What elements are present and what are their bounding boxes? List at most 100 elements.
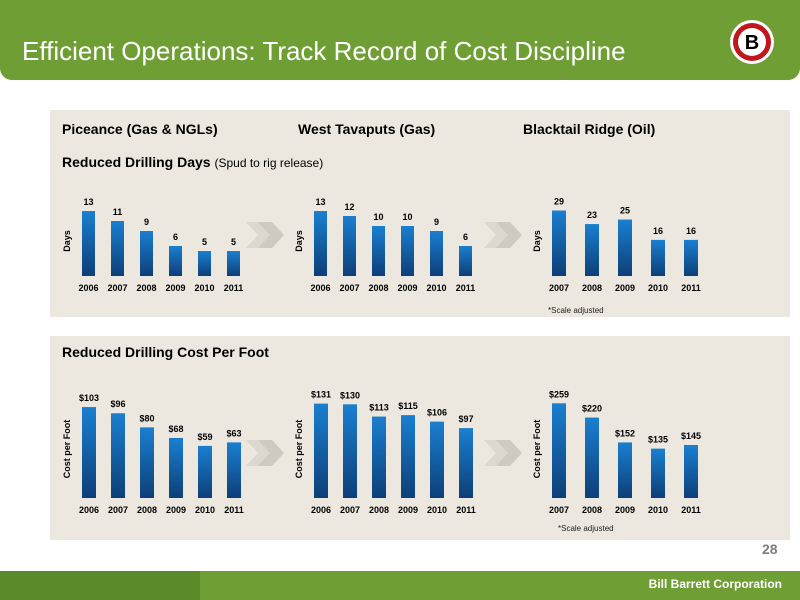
bar [169,246,182,276]
x-tick-label: 2011 [224,283,244,293]
bar [314,211,327,276]
bar [430,231,443,276]
x-tick-label: 2008 [137,505,157,515]
chevron-arrow-icon [246,222,284,248]
drilling-days-heading: Reduced Drilling Days (Spud to rig relea… [62,154,323,170]
data-label: 29 [554,197,564,207]
y-axis-label: Days [62,230,72,252]
x-tick-label: 2008 [369,505,389,515]
data-label: $115 [398,401,418,411]
y-axis-label: Days [532,230,542,252]
bar [585,417,599,498]
x-tick-label: 2007 [108,505,128,515]
x-tick-label: 2011 [456,505,476,515]
data-label: 5 [231,237,236,247]
data-label: $63 [226,428,241,438]
bar [198,445,212,498]
data-label: $131 [311,390,331,400]
company-logo: B [730,20,774,64]
data-label: $80 [139,413,154,423]
bar [651,239,665,276]
x-tick-label: 2010 [427,505,447,515]
drilling-days-subtitle: (Spud to rig release) [214,156,324,170]
chevron-arrow-icon [246,440,284,466]
bar [401,415,415,498]
x-tick-label: 2010 [648,283,668,293]
bar [372,416,386,498]
y-axis-label: Cost per Foot [532,420,542,479]
data-label: $130 [340,390,360,400]
data-label: 16 [686,226,696,236]
bar [618,219,632,276]
days-piceance-chart: Days 13 2006 11 2007 9 2008 6 2009 5 2010 5 2011 [62,197,244,293]
x-tick-label: 2008 [136,283,156,293]
data-label: $103 [79,393,99,403]
drilling-days-title: Reduced Drilling Days [62,154,211,170]
x-tick-label: 2011 [681,283,701,293]
x-tick-label: 2010 [426,283,446,293]
cost-west-tavaputs-chart: Cost per Foot $131 2006 $130 2007 $113 2008 $11… [294,390,476,515]
section-header-west-tavaputs: West Tavaputs (Gas) [298,121,436,137]
data-label: $68 [168,424,183,434]
y-axis-label: Cost per Foot [294,420,304,479]
bar [372,226,385,276]
bar [82,407,96,498]
header-bar: Efficient Operations: Track Record of Co… [0,0,800,80]
section-header-blacktail: Blacktail Ridge (Oil) [523,121,656,137]
bar [618,442,632,498]
x-tick-label: 2008 [368,283,388,293]
data-label: $97 [458,414,473,424]
data-label: $145 [681,431,701,441]
days-west-tavaputs-chart: Days 13 2006 12 2007 10 2008 10 2009 9 2010 6 2011 [294,197,476,293]
data-label: $96 [110,399,125,409]
bar [459,246,472,276]
bar [585,224,599,276]
x-tick-label: 2009 [165,283,185,293]
x-tick-label: 2010 [195,505,215,515]
cost-piceance-chart: Cost per Foot $103 2006 $96 2007 $80 2008 $68 20… [62,393,244,515]
bar [140,427,154,498]
bar [459,428,473,498]
data-label: 12 [344,202,354,212]
drilling-days-panel [50,110,790,317]
x-tick-label: 2009 [397,283,417,293]
data-label: $220 [582,404,602,414]
data-label: $59 [197,432,212,442]
bar [111,221,124,276]
x-tick-label: 2007 [107,283,127,293]
x-tick-label: 2008 [582,505,602,515]
x-tick-label: 2008 [582,283,602,293]
x-tick-label: 2006 [79,505,99,515]
data-label: 25 [620,206,630,216]
bar [684,239,698,276]
x-tick-label: 2009 [398,505,418,515]
data-label: 6 [173,232,178,242]
data-label: 10 [373,212,383,222]
section-header-piceance: Piceance (Gas & NGLs) [62,121,218,137]
bar [552,210,566,276]
bar [684,444,698,498]
cost-blacktail-chart: Cost per Foot $259 2007 $220 2008 $152 2009 $13… [532,389,701,515]
days-blacktail-chart: Days 29 2007 23 2008 25 2009 16 2010 16 2011 [532,197,701,293]
cost-scale-note: *Scale adjusted [558,524,614,533]
slide-title: Efficient Operations: Track Record of Co… [22,36,626,66]
bar [82,211,95,276]
x-tick-label: 2006 [311,505,331,515]
footer-bar: Bill Barrett Corporation [0,571,800,600]
bar [198,251,211,276]
data-label: 16 [653,226,663,236]
data-label: $152 [615,428,635,438]
bar [140,231,153,276]
cost-per-foot-title: Reduced Drilling Cost Per Foot [62,344,269,360]
bar [343,216,356,276]
x-tick-label: 2010 [194,283,214,293]
x-tick-label: 2009 [615,283,635,293]
x-tick-label: 2009 [166,505,186,515]
data-label: 23 [587,210,597,220]
bar [651,448,665,498]
data-label: $259 [549,389,569,399]
bar [343,404,357,498]
x-tick-label: 2007 [340,505,360,515]
x-tick-label: 2011 [456,283,476,293]
data-label: 6 [463,232,468,242]
